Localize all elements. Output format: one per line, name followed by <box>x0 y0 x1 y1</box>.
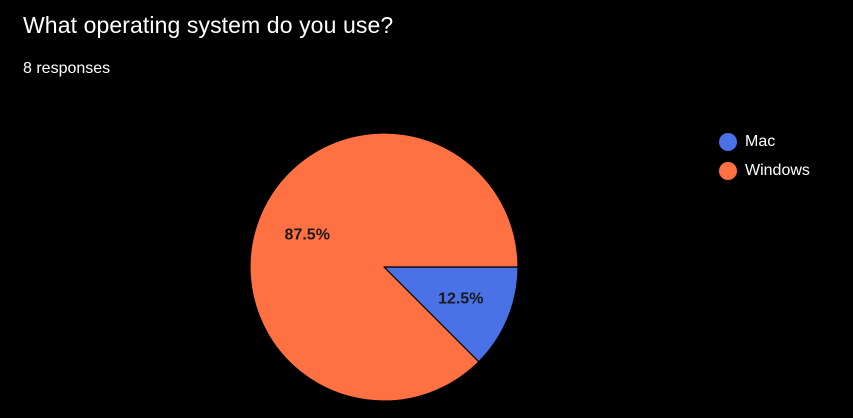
legend-label-mac: Mac <box>745 133 776 150</box>
question-title: What operating system do you use? <box>23 12 394 38</box>
response-count: 8 responses <box>23 60 111 77</box>
pie-slice-mac[interactable] <box>383 266 519 363</box>
legend-item-mac[interactable]: Mac <box>719 130 810 154</box>
legend-swatch-mac <box>719 133 737 151</box>
pie-slice-windows[interactable] <box>249 132 519 402</box>
pie-label-windows: 87.5% <box>285 227 330 244</box>
legend-label-windows: Windows <box>745 162 810 179</box>
chart-legend: Mac Windows <box>719 130 810 188</box>
legend-swatch-windows <box>719 162 737 180</box>
pie-label-mac: 12.5% <box>438 290 483 307</box>
legend-item-windows[interactable]: Windows <box>719 159 810 183</box>
